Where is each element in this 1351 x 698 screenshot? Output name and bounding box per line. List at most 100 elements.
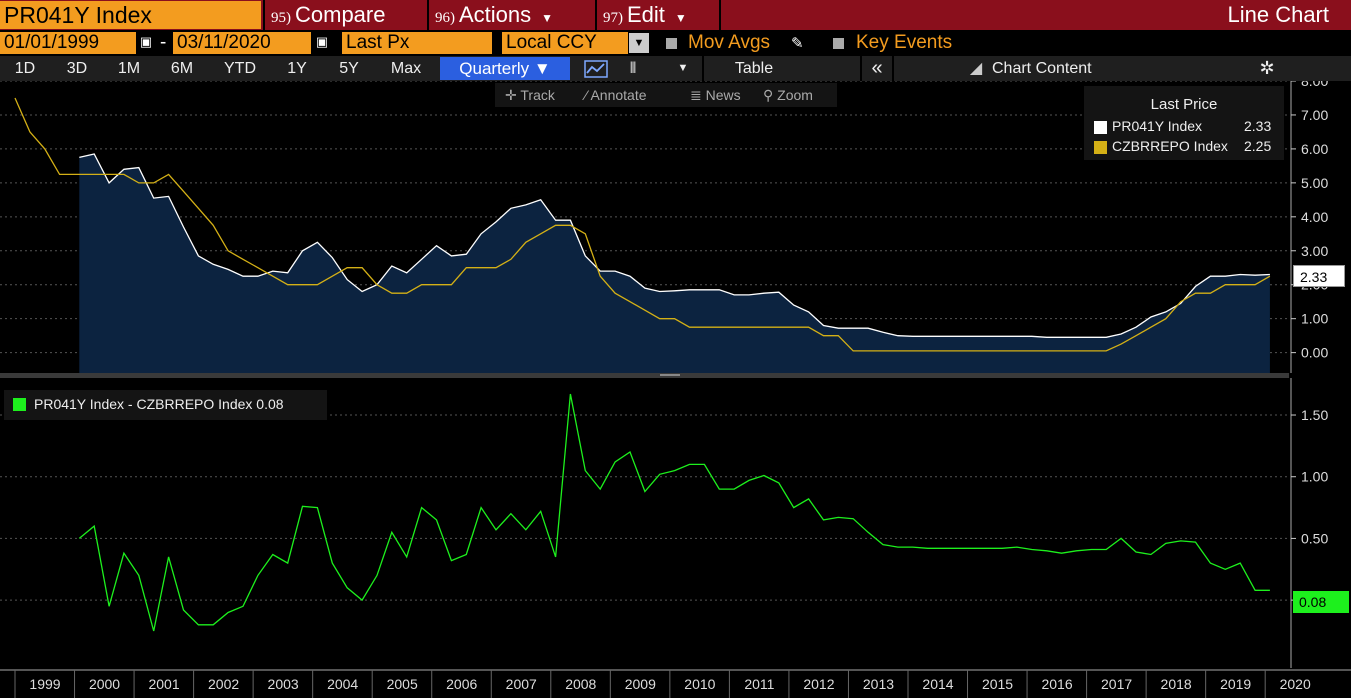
legend-name-czbrrepo: CZBRREPO Index <box>1112 138 1228 154</box>
period-1y[interactable]: 1Y <box>287 60 307 77</box>
edit-menu[interactable]: 97) Edit ▼ <box>595 0 719 30</box>
x-tick-label: 2018 <box>1161 676 1192 692</box>
x-tick-label: 2010 <box>684 676 715 692</box>
start-date-field[interactable]: 01/01/1999 <box>0 32 136 54</box>
track-tool[interactable]: ✛ Track <box>505 83 555 107</box>
table-button[interactable]: Table <box>734 60 774 77</box>
y-tick-label: 1.50 <box>1301 407 1328 423</box>
chart-tools: ✛ Track ⁄ Annotate ≣ News ⚲ Zoom <box>495 83 837 107</box>
compare-menu[interactable]: 95) Compare <box>263 0 425 30</box>
czbrrepo-line <box>14 97 1271 352</box>
chart-content-icon: ◢ <box>969 60 983 77</box>
track-label: Track <box>520 87 555 103</box>
zoom-tool[interactable]: ⚲ Zoom <box>763 83 813 107</box>
legend-swatch-czbrrepo <box>1094 141 1107 154</box>
x-tick-label: 2014 <box>922 676 953 692</box>
x-tick-label: 2002 <box>208 676 239 692</box>
period-1m[interactable]: 1M <box>117 60 141 77</box>
x-tick-label: 2015 <box>982 676 1013 692</box>
bar-style-icon[interactable]: ⫴ <box>629 60 637 77</box>
title-divider <box>719 0 721 30</box>
crosshair-icon: ✛ <box>505 87 517 103</box>
compare-label: Compare <box>295 2 386 27</box>
legend-value-pr041y: 2.33 <box>1244 118 1272 134</box>
edit-number: 97) <box>603 10 623 26</box>
price-field-select[interactable]: Last Px <box>342 32 492 54</box>
legend-swatch-pr041y <box>1094 121 1107 134</box>
annotate-icon: ⁄ <box>585 87 588 103</box>
legend-swatch-spread <box>13 398 26 411</box>
chart-content-button[interactable]: Chart Content <box>992 60 1092 77</box>
line-chart-icon <box>584 60 608 78</box>
y-tick-label: 4.00 <box>1301 209 1328 225</box>
style-dropdown-icon[interactable]: ▼ <box>677 62 689 74</box>
x-tick-label: 2009 <box>625 676 656 692</box>
period-ytd[interactable]: YTD <box>224 60 256 77</box>
end-calendar-icon[interactable]: ▣ <box>315 34 329 49</box>
legend-name-spread: PR041Y Index - CZBRREPO Index 0.08 <box>34 396 284 412</box>
currency-dropdown-icon[interactable]: ▼ <box>629 33 649 53</box>
x-tick-label: 2008 <box>565 676 596 692</box>
annotate-label: Annotate <box>590 87 647 103</box>
y-tick-label: 0.00 <box>1301 345 1328 361</box>
y-tick-label: 1.00 <box>1301 311 1328 327</box>
frequency-select[interactable]: Quarterly ▼ <box>440 57 570 80</box>
last-value-tag-pr041y: 2.33 <box>1293 265 1345 287</box>
price-legend: Last Price PR041Y Index 2.33 CZBRREPO In… <box>1084 86 1284 160</box>
x-tick-label: 2004 <box>327 676 358 692</box>
lower-y-axis: 1.501.000.500.00 <box>1290 378 1328 668</box>
x-tick-label: 2020 <box>1280 676 1311 692</box>
x-tick-label: 2006 <box>446 676 477 692</box>
legend-name-pr041y: PR041Y Index <box>1112 118 1203 134</box>
x-tick-label: 2013 <box>863 676 894 692</box>
start-calendar-icon[interactable]: ▣ <box>139 34 153 49</box>
currency-select[interactable]: Local CCY <box>502 32 628 54</box>
key-events-checkbox[interactable] <box>833 38 844 49</box>
spread-legend[interactable]: PR041Y Index - CZBRREPO Index 0.08 <box>4 390 327 420</box>
x-tick-label: 2001 <box>148 676 179 692</box>
period-3d[interactable]: 3D <box>66 60 88 77</box>
edit-label: Edit <box>627 2 665 27</box>
lower-grid <box>0 414 1289 601</box>
collapse-button[interactable]: « <box>871 57 883 79</box>
period-6m[interactable]: 6M <box>170 60 194 77</box>
legend-entry-pr041y[interactable]: PR041Y Index 2.33 <box>1094 118 1279 136</box>
x-tick-label: 2011 <box>744 676 774 692</box>
date-range-dash: - <box>160 32 167 53</box>
y-tick-label: 5.00 <box>1301 175 1328 191</box>
key-events-label[interactable]: Key Events <box>856 32 953 53</box>
end-date-field[interactable]: 03/11/2020 <box>173 32 311 54</box>
news-label: News <box>705 87 741 103</box>
pencil-icon[interactable]: ✎ <box>791 35 804 52</box>
period-5y[interactable]: 5Y <box>339 60 359 77</box>
security-ticker-field[interactable]: PR041Y Index <box>0 1 261 29</box>
y-tick-label: 6.00 <box>1301 141 1328 157</box>
x-tick-label: 2005 <box>387 676 418 692</box>
period-row: 1D 3D 1M 6M YTD 1Y 5Y Max Quarterly ▼ ⫴ … <box>0 56 1351 81</box>
edit-dropdown-icon: ▼ <box>674 11 687 25</box>
annotate-tool[interactable]: ⁄ Annotate <box>585 83 647 107</box>
line-style-button[interactable] <box>574 56 618 81</box>
x-axis: 1999 2000 2001 2002 2003 2004 2005 2006 2007 2008… <box>0 669 1351 698</box>
mov-avgs-checkbox[interactable] <box>666 38 677 49</box>
news-tool[interactable]: ≣ News <box>690 83 741 107</box>
magnifier-icon: ⚲ <box>763 87 774 103</box>
settings-gear-icon[interactable]: ✲ <box>1259 58 1275 78</box>
period-1d[interactable]: 1D <box>14 60 36 77</box>
actions-number: 96) <box>435 10 455 26</box>
actions-label: Actions <box>459 2 532 27</box>
actions-menu[interactable]: 96) Actions ▼ <box>427 0 593 30</box>
y-tick-label: 7.00 <box>1301 107 1328 123</box>
period-max[interactable]: Max <box>390 60 422 77</box>
upper-y-axis: 8.007.006.005.004.003.002.001.000.00 <box>1290 81 1328 373</box>
legend-entry-czbrrepo[interactable]: CZBRREPO Index 2.25 <box>1094 138 1279 156</box>
pr041y-line <box>79 153 1270 338</box>
x-tick-label: 2016 <box>1041 676 1072 692</box>
mov-avgs-label[interactable]: Mov Avgs <box>688 32 771 53</box>
row-divider <box>860 56 862 81</box>
x-tick-label: 2012 <box>803 676 834 692</box>
y-tick-label: 0.50 <box>1301 530 1328 546</box>
actions-dropdown-icon: ▼ <box>541 11 554 25</box>
x-axis-band <box>0 670 1351 698</box>
